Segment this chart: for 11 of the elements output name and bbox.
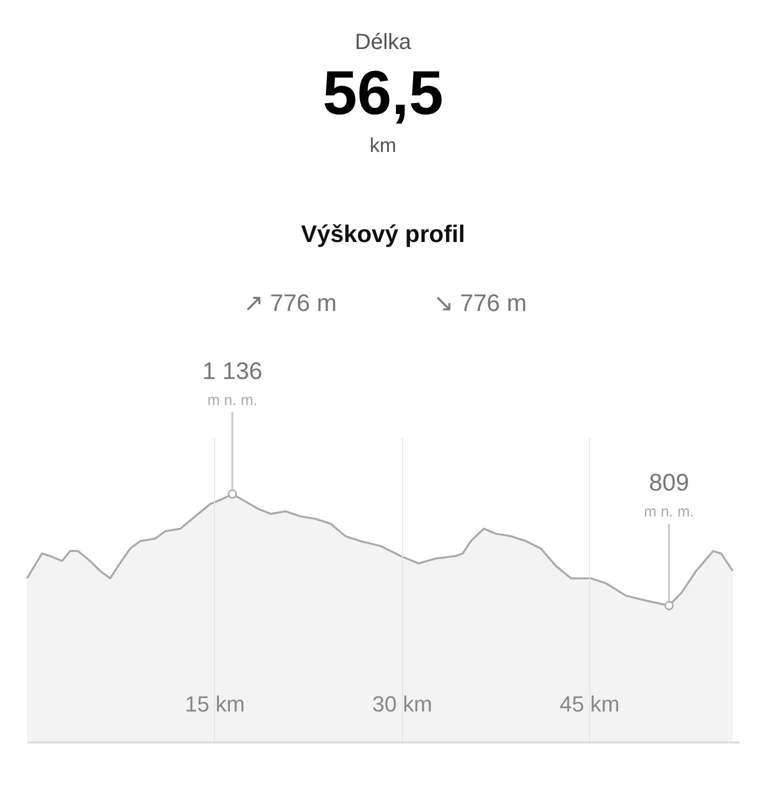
- annotation: 809 m n. m.: [644, 470, 694, 521]
- text: 56,5: [322, 59, 444, 128]
- x-tick-label: 30 km: [372, 692, 432, 716]
- text: ↘ 776 m: [433, 290, 527, 317]
- x-tick-label: 45 km: [560, 692, 620, 716]
- text: km: [370, 135, 396, 157]
- text: Délka: [354, 29, 412, 54]
- annotation: 1 136 m n. m.: [202, 358, 262, 409]
- text: ↗ 776 m: [243, 290, 337, 317]
- chart-title: Výškový profil: [300, 221, 466, 248]
- x-tick-label: 15 km: [184, 692, 245, 716]
